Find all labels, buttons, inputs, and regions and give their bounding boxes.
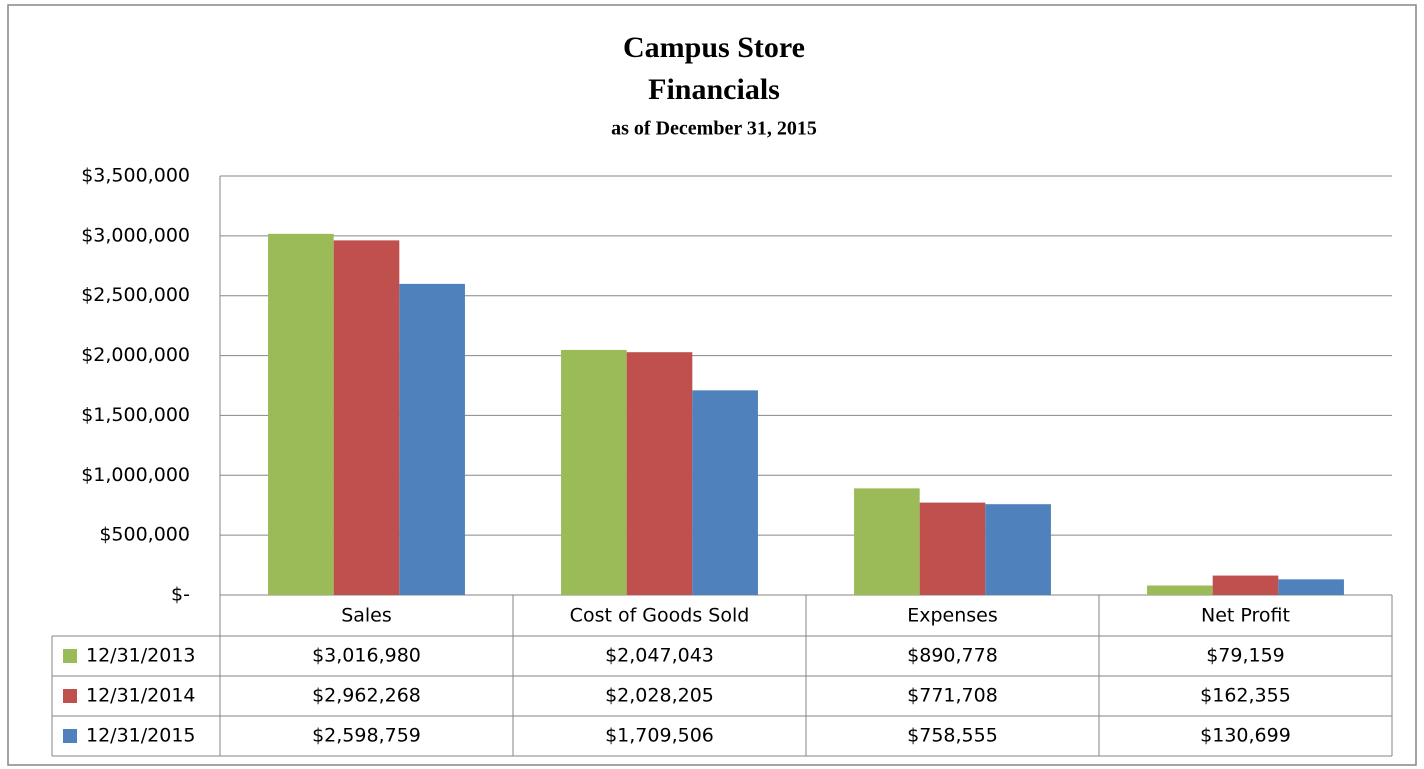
bar	[985, 504, 1051, 595]
table-value: $3,016,980	[312, 645, 421, 667]
y-tick-label: $3,500,000	[81, 165, 190, 187]
x-tick-label: Net Profit	[1201, 605, 1290, 627]
chart-title: Financials	[648, 73, 780, 106]
bar	[919, 502, 986, 595]
legend-key	[63, 729, 77, 743]
table-value: $2,047,043	[605, 645, 714, 667]
y-tick-label: $500,000	[99, 524, 190, 546]
bar	[854, 488, 920, 595]
y-tick-label: $-	[171, 584, 190, 606]
bar	[1147, 585, 1213, 595]
y-tick-label: $3,000,000	[81, 224, 190, 246]
bar	[1278, 579, 1344, 595]
bar	[333, 240, 400, 595]
y-tick-label: $2,000,000	[81, 344, 190, 366]
x-tick-label: Cost of Goods Sold	[570, 605, 750, 627]
bar	[561, 349, 627, 595]
y-tick-label: $1,000,000	[81, 464, 190, 486]
bar	[268, 233, 334, 595]
y-tick-label: $1,500,000	[81, 404, 190, 426]
chart-subtitle: as of December 31, 2015	[611, 118, 817, 140]
bar	[626, 352, 693, 595]
legend-label: 12/31/2015	[86, 725, 196, 747]
x-tick-label: Expenses	[907, 605, 998, 627]
table-value: $890,778	[907, 645, 998, 667]
bar	[1212, 575, 1279, 595]
bar	[399, 283, 465, 595]
chart-title: Campus Store	[623, 31, 805, 64]
legend-label: 12/31/2013	[86, 645, 196, 667]
chart-frame	[7, 4, 1417, 766]
legend-key	[63, 649, 77, 663]
legend-label: 12/31/2014	[86, 685, 196, 707]
table-value: $758,555	[907, 725, 998, 747]
bar	[692, 390, 758, 595]
table-value: $2,598,759	[312, 725, 421, 747]
table-value: $771,708	[907, 685, 998, 707]
table-value: $2,028,205	[605, 685, 714, 707]
table-value: $79,159	[1206, 645, 1285, 667]
table-value: $2,962,268	[312, 685, 421, 707]
table-value: $1,709,506	[605, 725, 714, 747]
y-tick-label: $2,500,000	[81, 284, 190, 306]
table-value: $130,699	[1200, 725, 1291, 747]
legend-key	[63, 689, 77, 703]
x-tick-label: Sales	[341, 605, 392, 627]
table-value: $162,355	[1200, 685, 1291, 707]
